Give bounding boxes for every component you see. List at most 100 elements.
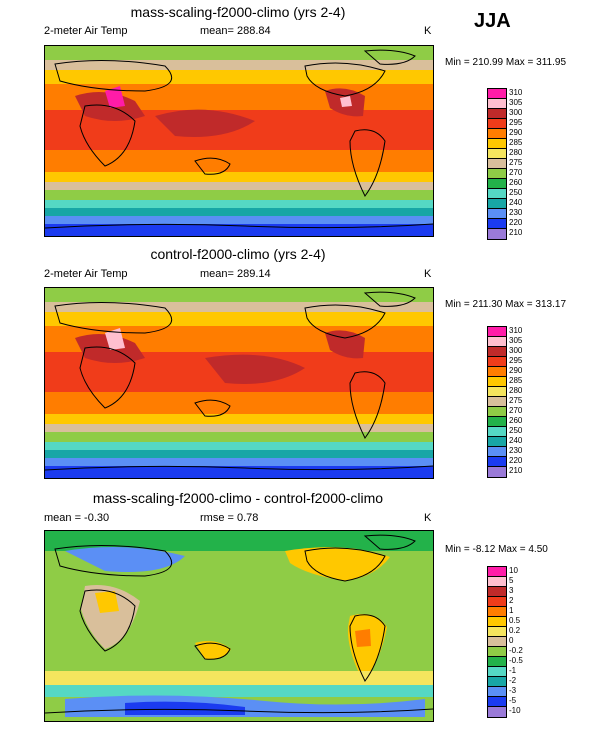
colorbar-swatch: [488, 647, 506, 657]
colorbar-tick-label: 300: [509, 346, 523, 355]
panel-2-minmax: Min = 211.30 Max = 313.17: [445, 299, 567, 310]
panel-1-map-svg: [45, 46, 433, 236]
colorbar-tick-label: 280: [509, 148, 523, 157]
colorbar-tick-label: -2: [509, 676, 517, 685]
panel-3-colorbar: [487, 566, 507, 718]
colorbar-swatch: [488, 607, 506, 617]
colorbar-tick-label: 240: [509, 198, 523, 207]
colorbar-swatch: [488, 347, 506, 357]
colorbar-swatch: [488, 697, 506, 707]
colorbar-tick-label: 260: [509, 178, 523, 187]
colorbar-tick-label: 2: [509, 596, 514, 605]
panel-2-mean: mean= 289.14: [200, 268, 271, 280]
colorbar-tick-label: 260: [509, 416, 523, 425]
colorbar-tick-label: -5: [509, 696, 517, 705]
colorbar-tick-label: 290: [509, 128, 523, 137]
colorbar-tick-label: 275: [509, 396, 523, 405]
panel-3-unit: K: [424, 512, 432, 524]
colorbar-tick-label: -10: [509, 706, 521, 715]
panel-3-title: mass-scaling-f2000-climo - control-f2000…: [92, 490, 384, 506]
colorbar-swatch: [488, 467, 506, 477]
colorbar-swatch: [488, 687, 506, 697]
colorbar-tick-label: 220: [509, 218, 523, 227]
colorbar-tick-label: 270: [509, 406, 523, 415]
colorbar-tick-label: 1: [509, 606, 514, 615]
colorbar-tick-label: 270: [509, 168, 523, 177]
colorbar-swatch: [488, 229, 506, 239]
panel-2-colorbar: [487, 326, 507, 478]
panel-1-unit: K: [424, 25, 432, 37]
panel-1-title: mass-scaling-f2000-climo (yrs 2-4): [130, 4, 346, 20]
colorbar-swatch: [488, 667, 506, 677]
colorbar-tick-label: 240: [509, 436, 523, 445]
colorbar-swatch: [488, 179, 506, 189]
colorbar-swatch: [488, 219, 506, 229]
colorbar-tick-label: 250: [509, 426, 523, 435]
colorbar-tick-label: -1: [509, 666, 517, 675]
colorbar-swatch: [488, 577, 506, 587]
colorbar-tick-label: 220: [509, 456, 523, 465]
colorbar-swatch: [488, 109, 506, 119]
panel-2-title: control-f2000-climo (yrs 2-4): [150, 246, 326, 262]
season-label: JJA: [474, 10, 511, 32]
colorbar-swatch: [488, 637, 506, 647]
colorbar-swatch: [488, 417, 506, 427]
colorbar-swatch: [488, 657, 506, 667]
colorbar-swatch: [488, 149, 506, 159]
colorbar-tick-label: 210: [509, 228, 523, 237]
colorbar-swatch: [488, 617, 506, 627]
colorbar-tick-label: 10: [509, 566, 518, 575]
colorbar-swatch: [488, 169, 506, 179]
colorbar-swatch: [488, 447, 506, 457]
panel-1-minmax: Min = 210.99 Max = 311.95: [445, 57, 567, 68]
colorbar-tick-label: 230: [509, 446, 523, 455]
colorbar-tick-label: 300: [509, 108, 523, 117]
panel-2-map-svg: [45, 288, 433, 478]
colorbar-swatch: [488, 457, 506, 467]
colorbar-swatch: [488, 427, 506, 437]
panel-3-map-svg: [45, 531, 433, 721]
colorbar-swatch: [488, 327, 506, 337]
colorbar-tick-label: -3: [509, 686, 517, 695]
colorbar-swatch: [488, 119, 506, 129]
colorbar-swatch: [488, 567, 506, 577]
colorbar-tick-label: 5: [509, 576, 514, 585]
colorbar-swatch: [488, 587, 506, 597]
colorbar-swatch: [488, 597, 506, 607]
colorbar-tick-label: 310: [509, 326, 523, 335]
colorbar-tick-label: 0: [509, 636, 514, 645]
panel-1-colorbar: [487, 88, 507, 240]
panel-2-variable-label: 2-meter Air Temp: [44, 268, 128, 280]
colorbar-swatch: [488, 129, 506, 139]
colorbar-tick-label: 250: [509, 188, 523, 197]
colorbar-swatch: [488, 677, 506, 687]
panel-1-mean: mean= 288.84: [200, 25, 271, 37]
colorbar-swatch: [488, 139, 506, 149]
colorbar-swatch: [488, 377, 506, 387]
colorbar-tick-label: 0.2: [509, 626, 521, 635]
panel-1-map: [44, 45, 434, 237]
colorbar-swatch: [488, 159, 506, 169]
colorbar-swatch: [488, 407, 506, 417]
colorbar-tick-label: 310: [509, 88, 523, 97]
colorbar-tick-label: 305: [509, 98, 523, 107]
colorbar-swatch: [488, 337, 506, 347]
colorbar-swatch: [488, 437, 506, 447]
colorbar-swatch: [488, 89, 506, 99]
panel-3-minmax: Min = -8.12 Max = 4.50: [445, 544, 548, 555]
colorbar-swatch: [488, 209, 506, 219]
colorbar-tick-label: 295: [509, 356, 523, 365]
colorbar-tick-label: 0.5: [509, 616, 521, 625]
colorbar-tick-label: 295: [509, 118, 523, 127]
colorbar-swatch: [488, 99, 506, 109]
colorbar-tick-label: 210: [509, 466, 523, 475]
colorbar-swatch: [488, 707, 506, 717]
colorbar-swatch: [488, 199, 506, 209]
colorbar-tick-label: 275: [509, 158, 523, 167]
panel-2-unit: K: [424, 268, 432, 280]
colorbar-tick-label: -0.5: [509, 656, 523, 665]
colorbar-swatch: [488, 357, 506, 367]
panel-3-rmse: rmse = 0.78: [200, 512, 259, 524]
panel-3-map: [44, 530, 434, 722]
colorbar-tick-label: 3: [509, 586, 514, 595]
